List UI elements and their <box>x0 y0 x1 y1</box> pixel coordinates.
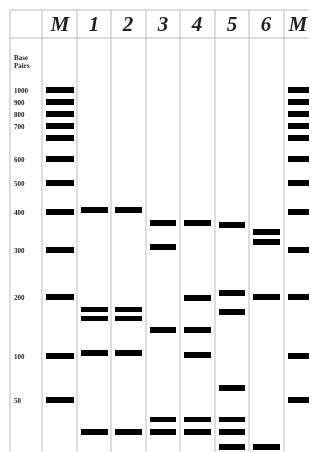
band <box>253 294 280 300</box>
axis-title: Base <box>14 54 28 62</box>
band <box>288 180 309 186</box>
band <box>150 429 176 435</box>
band <box>46 397 74 403</box>
band <box>184 295 211 301</box>
band <box>81 207 108 213</box>
size-labels: 1000 900 800 700 600 500 400 300 200 100… <box>14 87 29 405</box>
band <box>219 429 245 435</box>
band <box>150 327 176 333</box>
band <box>115 307 142 312</box>
band <box>219 290 245 296</box>
band <box>46 99 74 105</box>
size-label: 1000 <box>14 87 29 95</box>
band <box>115 207 142 213</box>
axis-title: Pairs <box>14 62 30 70</box>
band <box>46 209 74 215</box>
band <box>46 247 74 253</box>
band <box>46 135 74 141</box>
band <box>288 397 309 403</box>
band <box>81 350 108 356</box>
lane-label: 2 <box>122 12 134 36</box>
lane-label: M <box>50 12 71 36</box>
band <box>288 294 309 300</box>
band <box>288 99 309 105</box>
band <box>219 417 245 422</box>
band <box>115 350 142 356</box>
band <box>184 429 211 435</box>
lane-label: 1 <box>89 12 100 36</box>
band <box>81 429 108 435</box>
band <box>115 316 142 321</box>
band <box>288 353 309 359</box>
band <box>288 111 309 117</box>
band <box>150 244 176 250</box>
band <box>184 220 211 226</box>
band <box>219 309 245 315</box>
band <box>219 385 245 391</box>
lane-label: 3 <box>157 12 169 36</box>
band <box>46 111 74 117</box>
band <box>288 156 309 162</box>
band <box>288 123 309 129</box>
band <box>184 327 211 333</box>
size-label: 900 <box>14 99 25 107</box>
size-label: 50 <box>14 397 22 405</box>
size-label: 800 <box>14 111 25 119</box>
lane-label: M <box>288 12 309 36</box>
band <box>46 353 74 359</box>
lane-label: 6 <box>261 12 272 36</box>
band <box>288 209 309 215</box>
band <box>46 87 74 93</box>
size-label: 700 <box>14 123 25 131</box>
band <box>184 352 211 358</box>
band <box>184 417 211 422</box>
bands <box>46 87 309 450</box>
band <box>219 222 245 228</box>
size-label: 100 <box>14 353 25 361</box>
lane-label: 5 <box>227 12 238 36</box>
size-label: 200 <box>14 294 25 302</box>
band <box>288 247 309 253</box>
size-label: 400 <box>14 209 25 217</box>
band <box>46 294 74 300</box>
band <box>115 429 142 435</box>
band <box>46 156 74 162</box>
size-label: 500 <box>14 180 25 188</box>
band <box>288 135 309 141</box>
size-label: 300 <box>14 247 25 255</box>
band <box>150 220 176 226</box>
band <box>219 444 245 450</box>
size-label: 600 <box>14 156 25 164</box>
band <box>253 229 280 235</box>
band <box>81 316 108 321</box>
band <box>253 239 280 245</box>
band <box>253 444 280 450</box>
band <box>46 123 74 129</box>
band <box>81 307 108 312</box>
lane-labels: M 1 2 3 4 5 6 M <box>50 12 309 36</box>
gel-figure: M 1 2 3 4 5 6 M Base Pairs 1000 900 800 … <box>0 0 309 452</box>
band <box>46 180 74 186</box>
band <box>150 417 176 422</box>
band <box>288 87 309 93</box>
lane-label: 4 <box>191 12 203 36</box>
